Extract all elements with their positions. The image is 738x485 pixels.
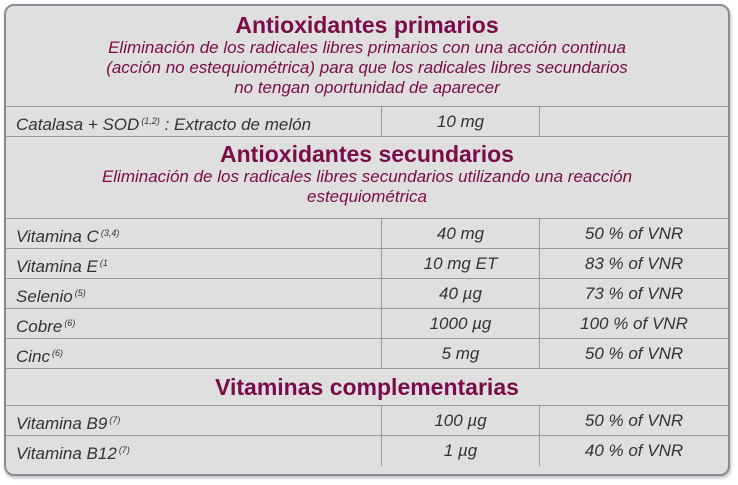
ingredient-name: Cinc (6) xyxy=(6,339,382,368)
ingredient-vnr: 83 % of VNR xyxy=(584,254,684,273)
ingredient-vnr xyxy=(540,107,728,136)
ingredient-vnr: 50 % of VNR xyxy=(584,411,684,430)
section-description-line: estequiométrica xyxy=(306,187,427,206)
section-header-complementary: Vitaminas complementarias xyxy=(6,369,728,406)
ingredient-vnr: 50 % of VNR xyxy=(584,344,684,363)
reference-mark: (3,4) xyxy=(100,228,120,238)
ingredient-name: Vitamina E (1 xyxy=(6,249,382,278)
reference-mark: (1,2) xyxy=(141,116,160,126)
table-row: Cobre (6) 1000 µg 100 % of VNR xyxy=(6,309,728,339)
section-title: Vitaminas complementarias xyxy=(215,374,519,400)
ingredient-name: Selenio (5) xyxy=(6,279,382,308)
section-description-line: Eliminación de los radicales libres secu… xyxy=(101,167,633,186)
section-description-line: Eliminación de los radicales libres prim… xyxy=(108,38,626,57)
ingredient-vnr: 50 % of VNR xyxy=(584,224,684,243)
table-row: Vitamina B12 (7) 1 µg 40 % of VNR xyxy=(6,436,728,466)
reference-mark: (7) xyxy=(109,415,121,425)
ingredient-amount: 5 mg xyxy=(382,339,540,368)
ingredient-amount: 100 µg xyxy=(382,406,540,435)
ingredient-vnr: 40 % of VNR xyxy=(584,441,684,460)
reference-mark: (5) xyxy=(74,288,86,298)
ingredient-amount: 1 µg xyxy=(382,436,540,466)
ingredient-amount: 10 mg ET xyxy=(382,249,540,278)
ingredient-name: Catalasa + SOD (1,2) : Extracto de melón xyxy=(6,107,382,136)
ingredient-amount: 40 mg xyxy=(382,219,540,248)
table-row: Vitamina B9 (7) 100 µg 50 % of VNR xyxy=(6,406,728,436)
nutrition-table: Antioxidantes primarios Eliminación de l… xyxy=(4,4,730,476)
section-title: Antioxidantes secundarios xyxy=(220,141,514,167)
table-row: Selenio (5) 40 µg 73 % of VNR xyxy=(6,279,728,309)
table-row: Catalasa + SOD (1,2) : Extracto de melón … xyxy=(6,107,728,137)
table-row: Cinc (6) 5 mg 50 % of VNR xyxy=(6,339,728,369)
ingredient-amount: 1000 µg xyxy=(382,309,540,338)
section-header-primary: Antioxidantes primarios Eliminación de l… xyxy=(6,6,728,107)
ingredient-amount: 40 µg xyxy=(382,279,540,308)
section-description-line: no tengan oportunidad de aparecer xyxy=(234,78,500,97)
reference-mark: (7) xyxy=(118,445,130,455)
ingredient-name: Vitamina B9 (7) xyxy=(6,406,382,435)
section-description-line: (acción no estequiométrica) para que los… xyxy=(106,58,628,77)
section-header-secondary: Antioxidantes secundarios Eliminación de… xyxy=(6,137,728,219)
ingredient-name: Vitamina C (3,4) xyxy=(6,219,382,248)
reference-mark: (1 xyxy=(99,258,108,268)
ingredient-amount: 10 mg xyxy=(382,107,540,136)
ingredient-name: Vitamina B12 (7) xyxy=(6,436,382,466)
reference-mark: (6) xyxy=(64,318,76,328)
ingredient-vnr: 73 % of VNR xyxy=(584,284,684,303)
section-title: Antioxidantes primarios xyxy=(235,12,499,38)
reference-mark: (6) xyxy=(52,348,64,358)
table-row: Vitamina E (1 10 mg ET 83 % of VNR xyxy=(6,249,728,279)
ingredient-name: Cobre (6) xyxy=(6,309,382,338)
table-row: Vitamina C (3,4) 40 mg 50 % of VNR xyxy=(6,219,728,249)
ingredient-source: : Extracto de melón xyxy=(164,115,312,134)
ingredient-vnr: 100 % of VNR xyxy=(580,314,688,333)
